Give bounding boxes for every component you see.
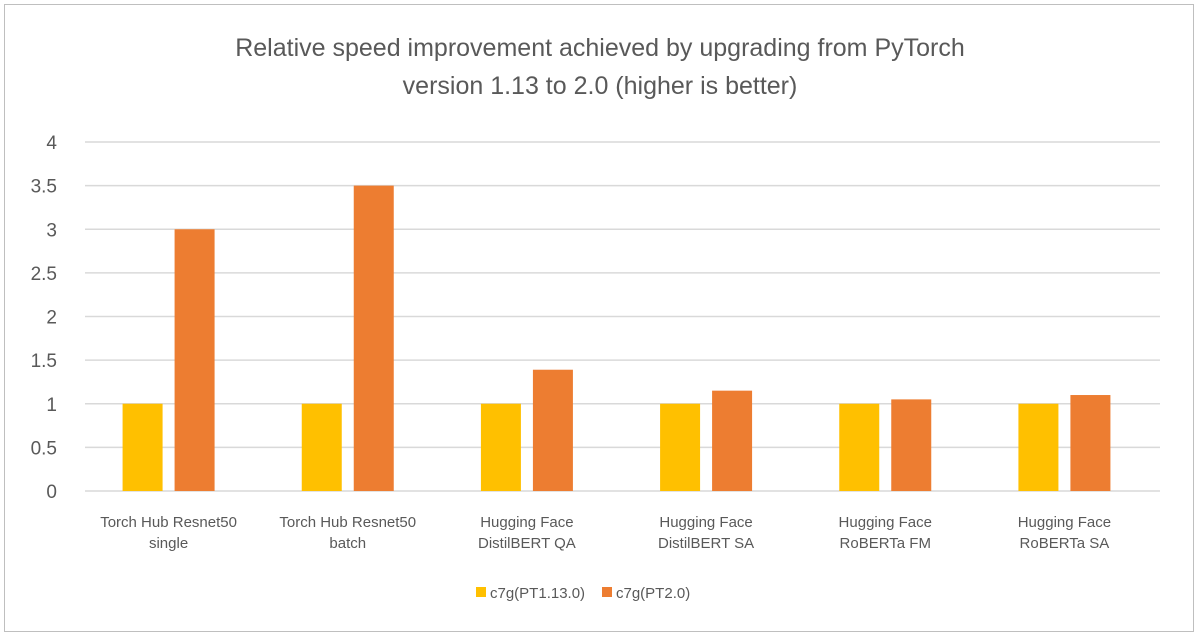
x-category-label: RoBERTa FM <box>840 535 931 552</box>
bar-pt113 <box>301 403 342 491</box>
bar-pt20 <box>1070 395 1111 491</box>
y-tick-label: 2 <box>46 308 57 329</box>
chart-title-line-1: Relative speed improvement achieved by u… <box>235 34 965 62</box>
y-tick-label: 0 <box>46 482 57 503</box>
bar-pt20 <box>891 399 932 491</box>
x-category-label: Hugging Face <box>659 514 752 531</box>
bar-pt113 <box>122 403 163 491</box>
x-category-label: single <box>149 535 188 552</box>
bar-pt113 <box>480 403 521 491</box>
y-tick-label: 3 <box>46 220 57 241</box>
x-category-label: Hugging Face <box>1018 514 1111 531</box>
x-category-label: batch <box>329 535 366 552</box>
y-tick-label: 4 <box>46 133 57 154</box>
y-tick-label: 0.5 <box>31 438 57 459</box>
legend-swatch <box>602 587 612 597</box>
legend-swatch <box>476 587 486 597</box>
y-tick-label: 3.5 <box>31 177 57 198</box>
chart-title-line-2: version 1.13 to 2.0 (higher is better) <box>402 72 798 100</box>
bar-pt20 <box>174 229 215 491</box>
x-category-label: RoBERTa SA <box>1020 535 1110 552</box>
x-category-label: Torch Hub Resnet50 <box>279 514 416 531</box>
chart-frame <box>4 4 1194 632</box>
y-tick-label: 1.5 <box>31 351 57 372</box>
y-tick-label: 2.5 <box>31 264 57 285</box>
x-category-label: Hugging Face <box>480 514 573 531</box>
x-category-label: Torch Hub Resnet50 <box>100 514 237 531</box>
bar-pt20 <box>532 369 573 491</box>
legend-label: c7g(PT1.13.0) <box>490 585 585 602</box>
bar-pt113 <box>839 403 880 491</box>
y-tick-label: 1 <box>46 395 57 416</box>
x-category-label: DistilBERT SA <box>658 535 754 552</box>
legend-label: c7g(PT2.0) <box>616 585 690 602</box>
bar-pt20 <box>712 390 753 491</box>
bar-pt113 <box>1018 403 1059 491</box>
bar-pt113 <box>660 403 701 491</box>
x-category-label: Hugging Face <box>839 514 932 531</box>
x-category-label: DistilBERT QA <box>478 535 576 552</box>
bar-pt20 <box>353 185 394 491</box>
